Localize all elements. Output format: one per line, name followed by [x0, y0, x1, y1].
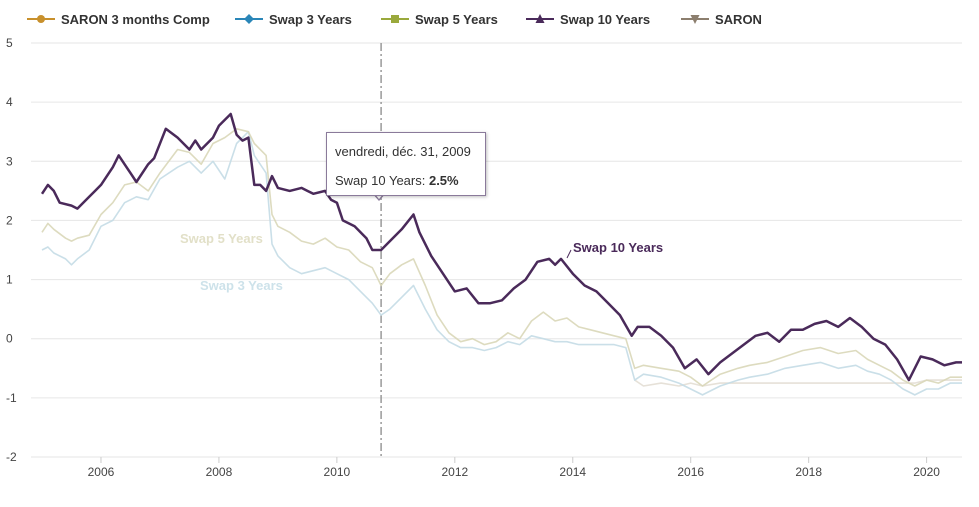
chart-grid — [31, 42, 962, 458]
series-labels: Swap 5 Years Swap 3 Years Swap 10 Years — [180, 231, 663, 293]
legend-item-swap-5-years[interactable]: Swap 5 Years — [381, 10, 498, 28]
x-tick-label: 2018 — [795, 465, 822, 479]
legend-square-marker-icon — [381, 15, 409, 23]
series-label-swap-3-years: Swap 3 Years — [200, 278, 283, 293]
legend-label: Swap 5 Years — [415, 11, 498, 27]
x-tick-label: 2012 — [441, 465, 468, 479]
x-tick-label: 2016 — [677, 465, 704, 479]
tooltip-value: 2.5% — [428, 173, 459, 188]
x-axis: 2006 2008 2010 2012 2014 2016 2018 2020 — [88, 457, 940, 479]
legend-item-saron[interactable]: SARON — [681, 10, 762, 28]
legend-item-swap-10-years[interactable]: Swap 10 Years — [526, 10, 650, 28]
legend-label: Swap 3 Years — [269, 11, 352, 27]
y-tick-label: 1 — [6, 273, 13, 287]
chart-series[interactable] — [40, 112, 962, 396]
series-line-swap-5-years[interactable] — [41, 128, 962, 387]
x-tick-label: 2006 — [88, 465, 115, 479]
legend-diamond-marker-icon — [235, 14, 263, 24]
y-tick-label: 3 — [6, 154, 13, 168]
y-tick-label: -1 — [6, 391, 17, 405]
x-tick-label: 2008 — [206, 465, 233, 479]
x-tick-label: 2020 — [913, 465, 940, 479]
legend-item-swap-3-years[interactable]: Swap 3 Years — [235, 10, 352, 28]
y-tick-label: 0 — [6, 332, 13, 346]
y-tick-label: 4 — [6, 95, 13, 109]
legend-label: SARON 3 months Comp — [61, 11, 210, 27]
y-tick-label: -2 — [6, 450, 17, 464]
legend-circle-marker-icon — [27, 15, 55, 23]
chart-tooltip: vendredi, déc. 31, 2009 Swap 10 Years: 2… — [326, 132, 486, 196]
tooltip-series-line: Swap 10 Years: 2.5% — [335, 173, 459, 188]
y-tick-label: 2 — [6, 213, 13, 227]
tooltip-date: vendredi, déc. 31, 2009 — [335, 144, 471, 159]
y-axis: 5 4 3 2 1 0 -1 -2 — [6, 36, 17, 464]
x-tick-label: 2014 — [559, 465, 586, 479]
series-label-connector — [566, 249, 572, 259]
series-line-swap-3-years[interactable] — [41, 130, 962, 396]
series-line-saron[interactable] — [634, 379, 962, 387]
legend-triangle-down-marker-icon — [681, 15, 709, 24]
legend-item-saron-3m-comp[interactable]: SARON 3 months Comp — [27, 10, 210, 28]
chart-legend: SARON 3 months Comp Swap 3 Years Swap 5 … — [0, 0, 979, 36]
legend-label: SARON — [715, 11, 762, 27]
series-label-swap-10-years: Swap 10 Years — [573, 240, 663, 255]
legend-label: Swap 10 Years — [560, 11, 651, 27]
series-line-swap-10-years[interactable] — [40, 112, 962, 382]
tooltip-series-label: Swap 10 Years: — [335, 173, 429, 188]
x-tick-label: 2010 — [324, 465, 351, 479]
legend-triangle-marker-icon — [526, 14, 554, 23]
series-label-swap-5-years: Swap 5 Years — [180, 231, 263, 246]
y-tick-label: 5 — [6, 36, 13, 50]
